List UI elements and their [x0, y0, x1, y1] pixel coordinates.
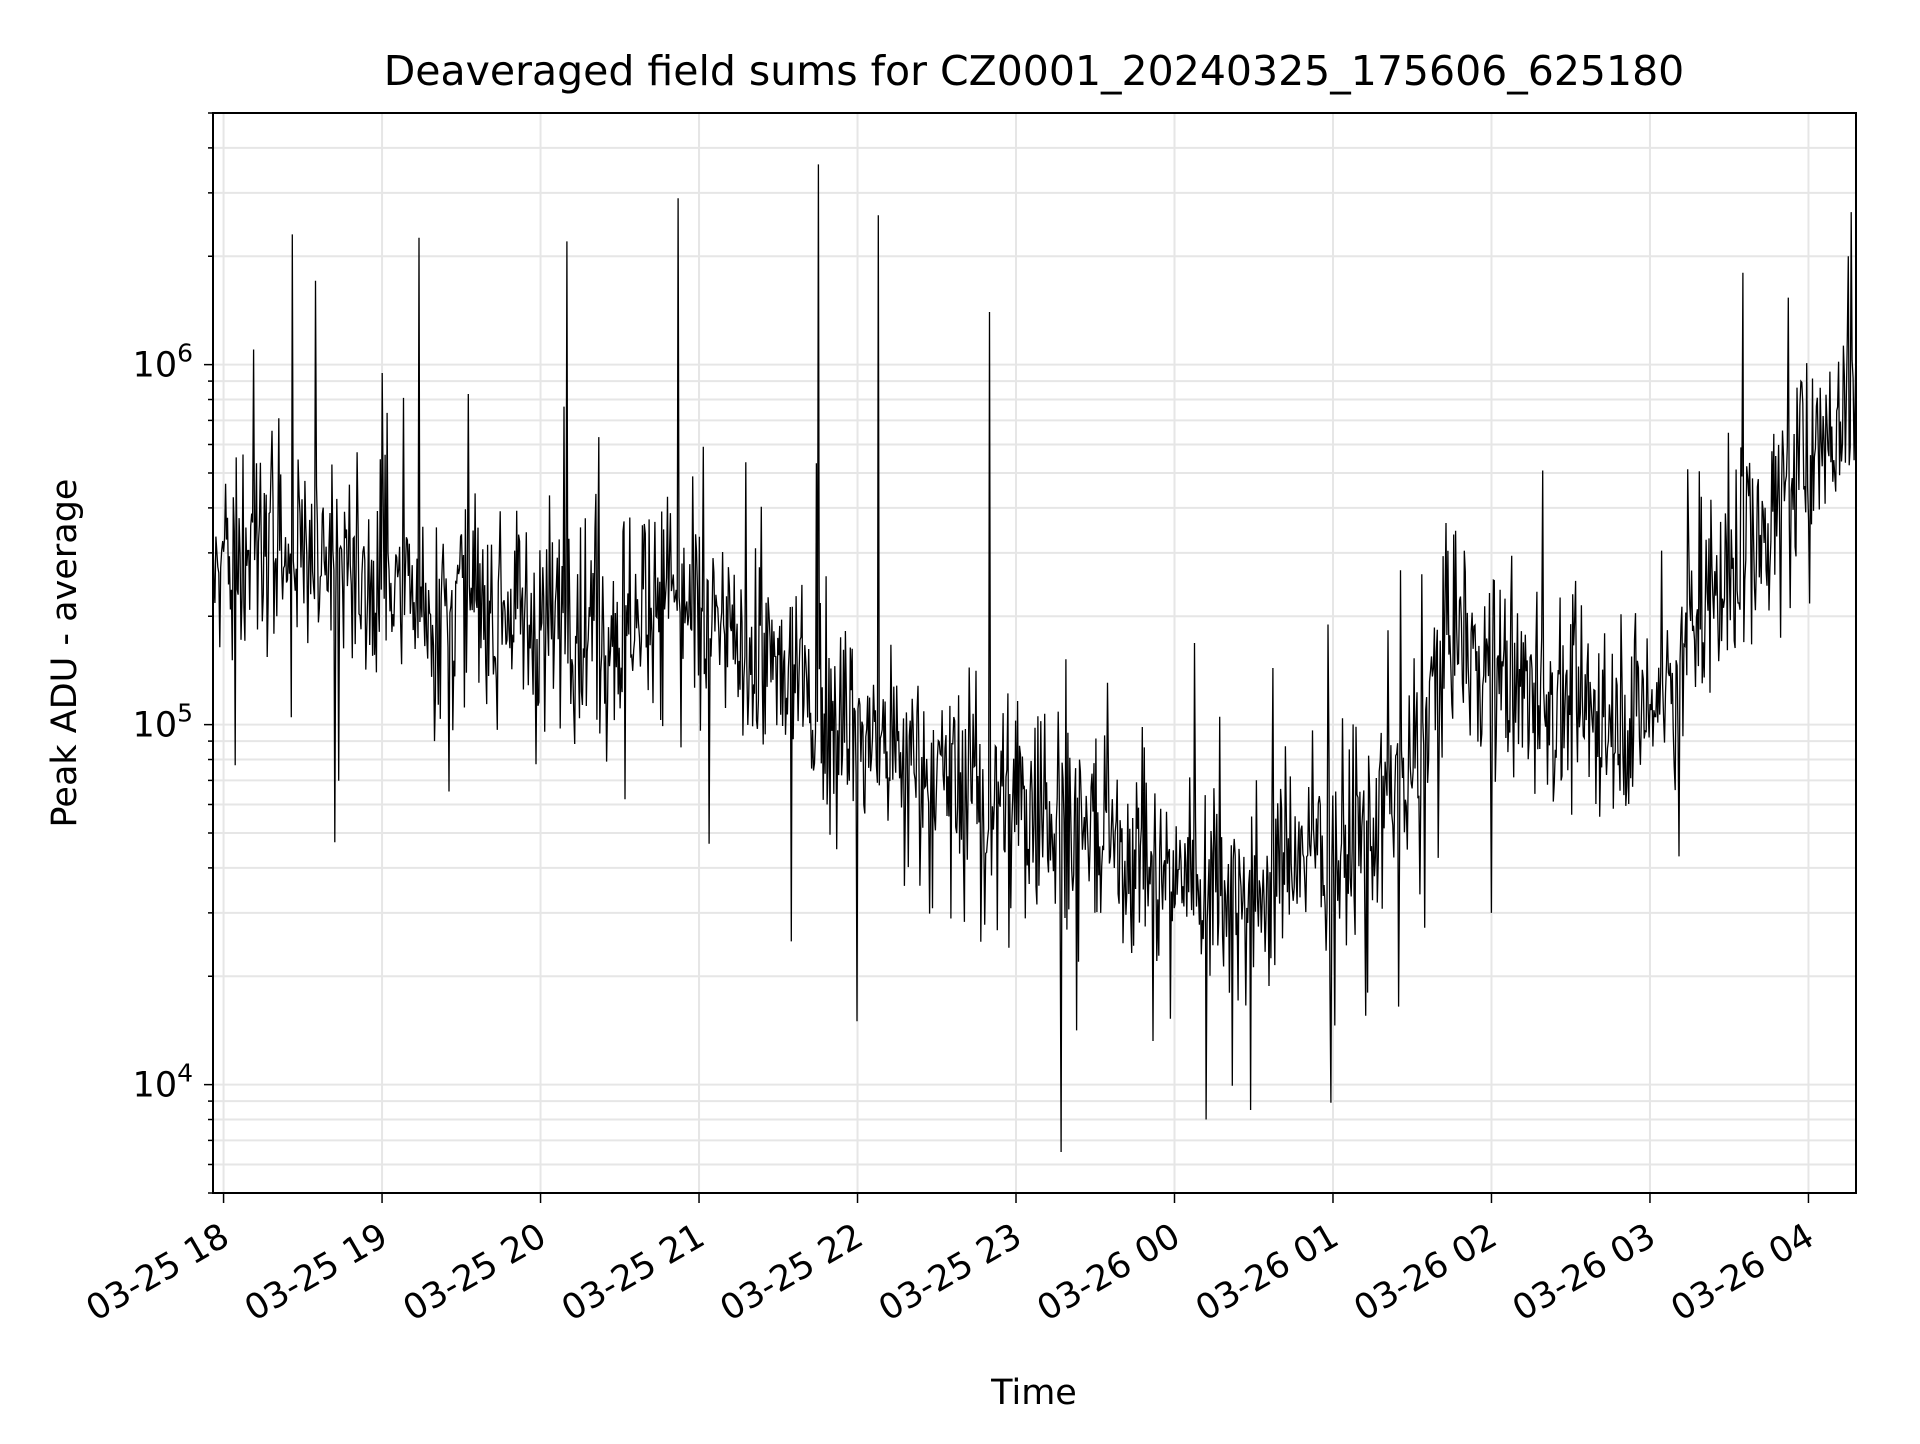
y-axis: 104 105 106 [133, 112, 213, 1194]
y-tick-label: 105 [133, 699, 193, 746]
series-line [213, 164, 1856, 1153]
plot-frame [212, 112, 1857, 1194]
series-layer [213, 164, 1856, 1153]
y-tick-label: 106 [133, 339, 193, 386]
y-axis-label: Peak ADU - average [45, 479, 85, 828]
x-axis-label: Time [990, 1373, 1077, 1413]
y-tick-label: 104 [133, 1059, 193, 1106]
chart-title: Deaveraged field sums for CZ0001_2024032… [384, 47, 1685, 95]
